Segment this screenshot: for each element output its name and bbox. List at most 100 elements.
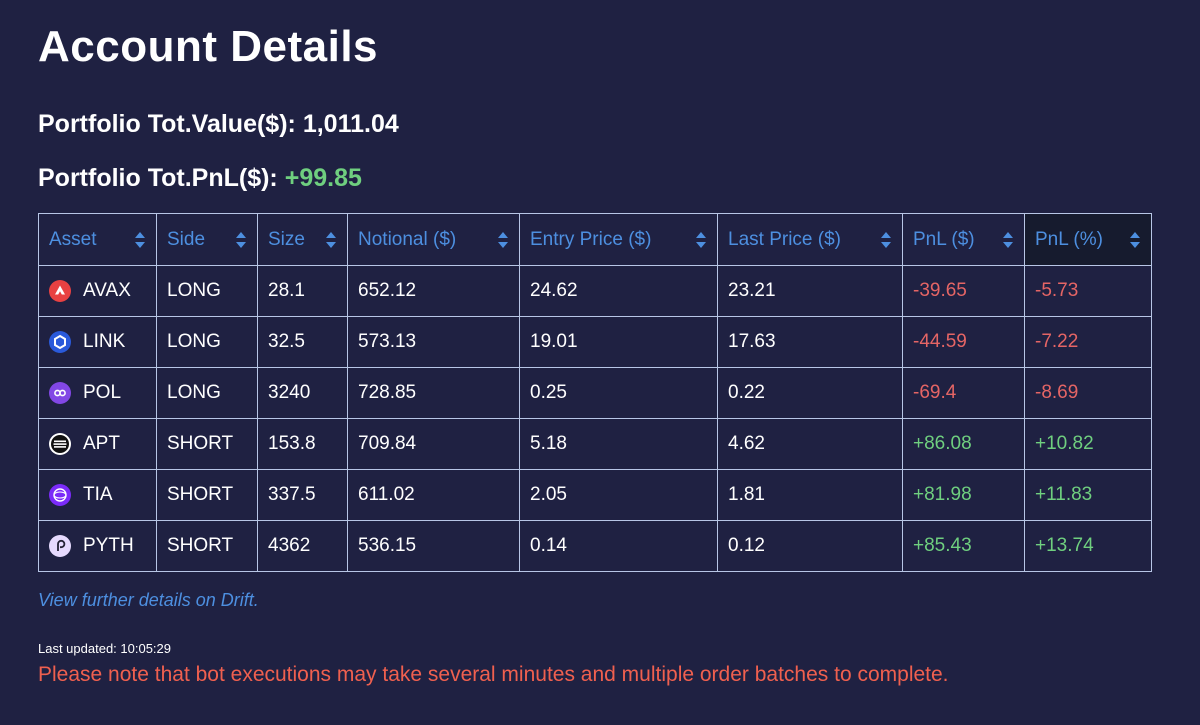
cell-pnl-percent: -5.73	[1024, 265, 1152, 317]
tia-icon	[49, 484, 71, 506]
column-header-asset[interactable]: Asset	[38, 213, 157, 266]
cell-entry-price: 19.01	[519, 316, 718, 368]
cell-entry-price: 0.25	[519, 367, 718, 419]
cell-entry-price: 5.18	[519, 418, 718, 470]
column-header-label: Side	[167, 228, 206, 250]
cell-entry-price: 2.05	[519, 469, 718, 521]
asset-symbol: LINK	[83, 331, 126, 352]
cell-size: 337.5	[257, 469, 348, 521]
sort-updown-icon[interactable]	[695, 230, 707, 250]
cell-last-price: 0.12	[717, 520, 903, 572]
cell-notional: 611.02	[347, 469, 520, 521]
cell-notional: 652.12	[347, 265, 520, 317]
cell-side: LONG	[156, 265, 258, 317]
cell-notional: 728.85	[347, 367, 520, 419]
asset-symbol: AVAX	[83, 280, 131, 301]
table-row: TIA SHORT 337.5 611.02 2.05 1.81 +81.98 +11.83	[38, 469, 1152, 521]
cell-pnl: +85.43	[902, 520, 1025, 572]
cell-pnl-percent: -7.22	[1024, 316, 1152, 368]
column-header-side[interactable]: Side	[156, 213, 258, 266]
execution-notice: Please note that bot executions may take…	[38, 663, 949, 686]
table-row: LINK LONG 32.5 573.13 19.01 17.63 -44.59 -7.22	[38, 316, 1152, 368]
cell-pnl-percent: +10.82	[1024, 418, 1152, 470]
table-row: POL LONG 3240 728.85 0.25 0.22 -69.4 -8.69	[38, 367, 1152, 419]
cell-last-price: 23.21	[717, 265, 903, 317]
cell-pnl-percent: +13.74	[1024, 520, 1152, 572]
cell-notional: 709.84	[347, 418, 520, 470]
cell-entry-price: 24.62	[519, 265, 718, 317]
cell-asset: LINK	[38, 316, 157, 368]
cell-side: SHORT	[156, 418, 258, 470]
sort-updown-icon[interactable]	[1129, 230, 1141, 250]
cell-notional: 573.13	[347, 316, 520, 368]
last-updated-text: Last updated: 10:05:29	[38, 641, 172, 656]
cell-size: 3240	[257, 367, 348, 419]
cell-size: 153.8	[257, 418, 348, 470]
asset-symbol: POL	[83, 382, 122, 403]
asset-symbol: PYTH	[83, 535, 134, 556]
asset-symbol: TIA	[83, 484, 113, 505]
column-header-label: Last Price ($)	[728, 228, 841, 250]
cell-size: 28.1	[257, 265, 348, 317]
drift-details-link[interactable]: View further details on Drift.	[38, 590, 259, 610]
cell-pnl: +81.98	[902, 469, 1025, 521]
cell-asset: POL	[38, 367, 157, 419]
cell-asset: PYTH	[38, 520, 157, 572]
pyth-icon	[49, 535, 71, 557]
cell-size: 4362	[257, 520, 348, 572]
cell-pnl: -44.59	[902, 316, 1025, 368]
cell-pnl: -69.4	[902, 367, 1025, 419]
column-header-notional[interactable]: Notional ($)	[347, 213, 520, 266]
cell-asset: TIA	[38, 469, 157, 521]
column-header-pnl[interactable]: PnL ($)	[902, 213, 1025, 266]
avax-icon	[49, 280, 71, 302]
sort-updown-icon[interactable]	[1002, 230, 1014, 250]
positions-table: Asset Side Size Notional ($) Entry Price…	[38, 213, 1152, 572]
column-header-label: PnL ($)	[913, 228, 975, 250]
table-header-row: Asset Side Size Notional ($) Entry Price…	[38, 213, 1152, 266]
table-row: APT SHORT 153.8 709.84 5.18 4.62 +86.08 +10.82	[38, 418, 1152, 470]
sort-updown-icon[interactable]	[497, 230, 509, 250]
column-header-label: Size	[268, 228, 305, 250]
cell-pnl: -39.65	[902, 265, 1025, 317]
cell-notional: 536.15	[347, 520, 520, 572]
cell-asset: APT	[38, 418, 157, 470]
table-row: PYTH SHORT 4362 536.15 0.14 0.12 +85.43 +13.74	[38, 520, 1152, 572]
column-header-pnl-percent[interactable]: PnL (%)	[1024, 213, 1152, 266]
sort-updown-icon[interactable]	[134, 230, 146, 250]
table-row: AVAX LONG 28.1 652.12 24.62 23.21 -39.65 -5.73	[38, 265, 1152, 317]
column-header-label: PnL (%)	[1035, 228, 1103, 250]
column-header-entry-price[interactable]: Entry Price ($)	[519, 213, 718, 266]
cell-last-price: 4.62	[717, 418, 903, 470]
cell-side: LONG	[156, 316, 258, 368]
portfolio-total-pnl-label: Portfolio Tot.PnL($):	[38, 164, 278, 192]
cell-size: 32.5	[257, 316, 348, 368]
cell-side: SHORT	[156, 469, 258, 521]
column-header-label: Entry Price ($)	[530, 228, 652, 250]
cell-pnl-percent: +11.83	[1024, 469, 1152, 521]
cell-pnl: +86.08	[902, 418, 1025, 470]
cell-entry-price: 0.14	[519, 520, 718, 572]
portfolio-total-pnl-amount: +99.85	[284, 164, 362, 192]
sort-updown-icon[interactable]	[235, 230, 247, 250]
asset-symbol: APT	[83, 433, 120, 454]
portfolio-total-value-label: Portfolio Tot.Value($):	[38, 110, 296, 138]
cell-pnl-percent: -8.69	[1024, 367, 1152, 419]
cell-last-price: 1.81	[717, 469, 903, 521]
link-icon	[49, 331, 71, 353]
cell-asset: AVAX	[38, 265, 157, 317]
apt-icon	[49, 433, 71, 455]
sort-updown-icon[interactable]	[325, 230, 337, 250]
cell-side: LONG	[156, 367, 258, 419]
cell-last-price: 0.22	[717, 367, 903, 419]
column-header-label: Asset	[49, 228, 97, 250]
column-header-last-price[interactable]: Last Price ($)	[717, 213, 903, 266]
portfolio-total-value-amount: 1,011.04	[302, 110, 399, 138]
portfolio-total-value: Portfolio Tot.Value($): 1,011.04	[38, 110, 399, 139]
sort-updown-icon[interactable]	[880, 230, 892, 250]
column-header-size[interactable]: Size	[257, 213, 348, 266]
cell-last-price: 17.63	[717, 316, 903, 368]
column-header-label: Notional ($)	[358, 228, 457, 250]
portfolio-total-pnl: Portfolio Tot.PnL($): +99.85	[38, 164, 362, 193]
cell-side: SHORT	[156, 520, 258, 572]
